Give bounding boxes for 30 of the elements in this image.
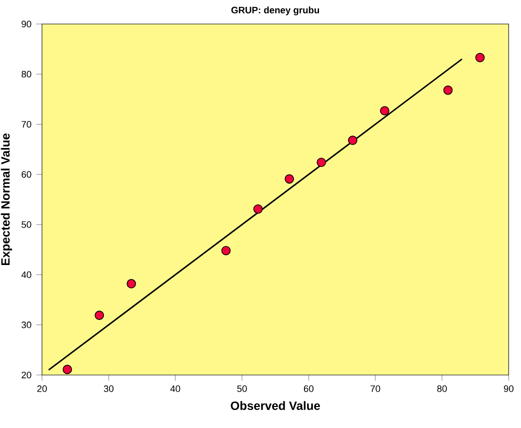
point: [443, 86, 453, 95]
y-tick-label: 30: [22, 322, 32, 328]
y-tick-label: 40: [21, 271, 32, 278]
x-tick-label: 70: [370, 385, 380, 392]
x-tick-label: 20: [37, 385, 47, 392]
point: [126, 279, 136, 288]
y-tick-label: 20: [22, 372, 32, 378]
point: [348, 136, 358, 145]
x-tick-label: 80: [437, 385, 447, 392]
x-tick-label: 50: [237, 385, 247, 392]
point: [62, 364, 72, 374]
point: [253, 204, 263, 214]
x-axis-title: Observed Value: [230, 401, 320, 410]
y-tick-label: 90: [22, 20, 32, 28]
point: [475, 52, 485, 62]
point: [221, 246, 231, 256]
y-tick-label: 80: [22, 70, 32, 78]
y-tick-label: 60: [22, 171, 32, 178]
y-tick-label: 50: [22, 221, 32, 228]
x-tick-label: 60: [304, 385, 314, 392]
point: [94, 310, 104, 320]
point: [316, 158, 326, 168]
x-tick-label: 90: [504, 385, 514, 392]
x-tick-label: 30: [104, 385, 114, 392]
y-tick-label: 70: [22, 120, 32, 128]
x-tick-label: 40: [170, 385, 180, 392]
chart-title: GRUP: deney grubu: [231, 6, 320, 16]
y-axis-title: Expected Normal Value: [0, 134, 12, 266]
point: [284, 174, 294, 184]
point: [380, 106, 390, 116]
